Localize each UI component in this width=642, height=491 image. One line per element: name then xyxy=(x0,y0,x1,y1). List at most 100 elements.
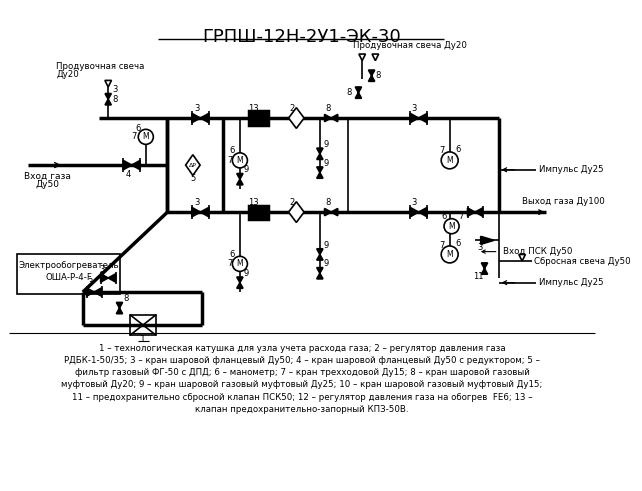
Text: 9: 9 xyxy=(324,241,329,249)
Polygon shape xyxy=(87,288,101,296)
Text: 8: 8 xyxy=(325,198,331,207)
Polygon shape xyxy=(410,113,427,123)
Text: Продувочная свеча Ду20: Продувочная свеча Ду20 xyxy=(353,41,467,50)
Text: 13: 13 xyxy=(248,198,258,207)
Bar xyxy=(249,206,268,218)
Text: РДБК-1-50/35; 3 – кран шаровой фланцевый Ду50; 4 – кран шаровой фланцевый Ду50 с: РДБК-1-50/35; 3 – кран шаровой фланцевый… xyxy=(64,356,540,365)
Text: М: М xyxy=(143,133,149,141)
Polygon shape xyxy=(105,94,111,105)
Polygon shape xyxy=(482,263,487,274)
Text: ΔP: ΔP xyxy=(189,163,197,167)
Polygon shape xyxy=(317,268,323,279)
Polygon shape xyxy=(317,167,323,178)
Text: Вход газа: Вход газа xyxy=(24,172,71,181)
Polygon shape xyxy=(288,202,304,222)
Text: 3: 3 xyxy=(412,198,417,207)
Text: М: М xyxy=(446,156,453,165)
Polygon shape xyxy=(192,207,209,217)
Bar xyxy=(249,111,268,125)
Polygon shape xyxy=(359,54,365,61)
Text: 9: 9 xyxy=(244,165,249,174)
Text: 7: 7 xyxy=(227,259,232,269)
Text: 9: 9 xyxy=(324,140,329,149)
Text: 3: 3 xyxy=(194,104,199,113)
Bar xyxy=(130,315,156,335)
Text: 7: 7 xyxy=(440,241,445,249)
Text: 8: 8 xyxy=(325,104,331,113)
Text: 3: 3 xyxy=(87,278,93,287)
Polygon shape xyxy=(467,208,483,216)
Text: 1 – технологическая катушка для узла учета расхода газа; 2 – регулятор давления : 1 – технологическая катушка для узла уче… xyxy=(99,344,505,353)
Bar xyxy=(17,254,121,294)
Polygon shape xyxy=(288,108,304,128)
Text: 6: 6 xyxy=(441,212,447,221)
Circle shape xyxy=(232,256,247,272)
Polygon shape xyxy=(237,173,243,185)
Text: 3: 3 xyxy=(194,198,199,207)
Text: 9: 9 xyxy=(324,259,329,269)
Circle shape xyxy=(441,152,458,169)
Polygon shape xyxy=(317,148,323,160)
Text: Электрообогреватель: Электрообогреватель xyxy=(19,261,119,270)
Text: 8: 8 xyxy=(376,71,381,80)
Text: 7: 7 xyxy=(131,133,136,141)
Polygon shape xyxy=(186,155,200,175)
Text: Импульс Ду25: Импульс Ду25 xyxy=(539,165,603,174)
Text: Вход ПСК Ду50: Вход ПСК Ду50 xyxy=(503,247,573,256)
Text: Выход газа Ду100: Выход газа Ду100 xyxy=(522,197,605,206)
Polygon shape xyxy=(372,54,379,61)
Text: 13: 13 xyxy=(248,104,258,113)
Text: 6: 6 xyxy=(135,124,141,133)
Polygon shape xyxy=(325,209,338,216)
Polygon shape xyxy=(317,249,323,260)
Text: Ду20: Ду20 xyxy=(56,70,79,79)
Text: 7: 7 xyxy=(440,146,445,156)
Text: 3: 3 xyxy=(99,265,104,274)
Text: 2: 2 xyxy=(289,104,294,113)
Text: М: М xyxy=(237,156,243,165)
Text: 1: 1 xyxy=(140,334,146,344)
Text: Ду50: Ду50 xyxy=(35,180,59,190)
Polygon shape xyxy=(101,274,116,282)
Text: 6: 6 xyxy=(455,239,461,247)
Text: М: М xyxy=(446,250,453,259)
Text: Сбросная свеча Ду50: Сбросная свеча Ду50 xyxy=(534,256,631,266)
Text: М: М xyxy=(448,222,455,231)
Text: 7: 7 xyxy=(458,212,464,221)
Text: фильтр газовый ФГ-50 с ДПД; 6 – манометр; 7 – кран трехходовой Ду15; 8 – кран ша: фильтр газовый ФГ-50 с ДПД; 6 – манометр… xyxy=(74,368,530,377)
Text: Импульс Ду25: Импульс Ду25 xyxy=(539,278,603,287)
Text: М: М xyxy=(237,259,243,269)
Text: 5: 5 xyxy=(190,174,195,183)
Circle shape xyxy=(441,246,458,263)
Text: ГРПШ-12Н-2У1-ЭК-30: ГРПШ-12Н-2У1-ЭК-30 xyxy=(203,27,401,46)
Text: 8: 8 xyxy=(112,95,117,104)
Text: Продувочная свеча: Продувочная свеча xyxy=(56,62,145,71)
Text: 8: 8 xyxy=(346,88,352,97)
Text: ОША-Р-4-F: ОША-Р-4-F xyxy=(45,273,92,282)
Text: клапан предохранительно-запорный КПЗ-50В.: клапан предохранительно-запорный КПЗ-50В… xyxy=(195,405,409,414)
Text: 6: 6 xyxy=(455,144,461,154)
Text: 3: 3 xyxy=(112,85,117,94)
Text: 9: 9 xyxy=(244,269,249,278)
Circle shape xyxy=(444,218,459,234)
Polygon shape xyxy=(325,114,338,122)
Polygon shape xyxy=(192,113,209,123)
Text: 6: 6 xyxy=(230,250,235,259)
Polygon shape xyxy=(481,236,494,245)
Polygon shape xyxy=(369,70,375,82)
Text: 4: 4 xyxy=(125,170,130,179)
Polygon shape xyxy=(123,161,140,170)
Polygon shape xyxy=(355,87,361,98)
Text: 11: 11 xyxy=(473,272,483,280)
Polygon shape xyxy=(237,277,243,288)
Polygon shape xyxy=(519,254,525,261)
Text: 6: 6 xyxy=(230,146,235,156)
Polygon shape xyxy=(105,81,112,87)
Text: 3: 3 xyxy=(412,104,417,113)
Text: 3: 3 xyxy=(477,244,483,252)
Circle shape xyxy=(138,129,153,144)
Text: 11 – предохранительно сбросной клапан ПСК50; 12 – регулятор давления газа на обо: 11 – предохранительно сбросной клапан ПС… xyxy=(72,393,532,402)
Polygon shape xyxy=(116,302,123,314)
Text: 8: 8 xyxy=(123,294,129,303)
Text: 7: 7 xyxy=(227,156,232,165)
